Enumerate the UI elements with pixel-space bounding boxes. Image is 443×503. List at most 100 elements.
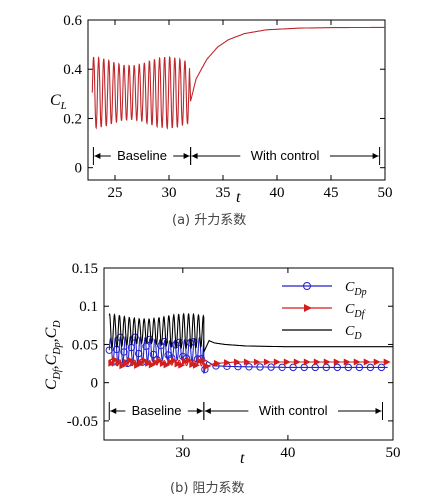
lift-y-axis-label: CL <box>50 92 67 112</box>
marker-CDf <box>383 358 391 366</box>
lift-caption: (a) 升力系数 <box>172 213 246 228</box>
legend-subscript: Dp <box>353 287 366 298</box>
y-tick-label: 0.6 <box>63 13 82 29</box>
marker-CDf <box>145 359 153 367</box>
marker-CDf <box>189 360 197 368</box>
marker-CDf <box>253 358 261 366</box>
x-tick-label: 25 <box>108 185 123 201</box>
marker-CDf <box>283 358 291 366</box>
y-tick-label: 0.15 <box>72 261 98 277</box>
legend-subscript: Df <box>353 309 365 320</box>
marker-CDf <box>115 359 123 367</box>
marker-CDp <box>149 350 158 359</box>
marker-CDf <box>243 358 251 366</box>
drag-y-ticks: -0.05 0 0.05 0.1 0.15 <box>67 261 393 430</box>
arrow-head-left <box>191 153 198 159</box>
marker-CDf <box>108 359 116 367</box>
marker-CDf <box>130 359 138 367</box>
lift-x-ticks: 25 30 35 40 45 50 <box>108 20 393 201</box>
marker-CDf <box>141 356 149 364</box>
y-tick-label: 0.05 <box>72 337 98 353</box>
x-tick-label: 40 <box>280 445 295 461</box>
legend-subscript: D <box>353 331 362 342</box>
marker-CDf <box>156 357 164 365</box>
legend-label-CD: CD <box>345 324 362 342</box>
marker-CDf <box>152 358 160 366</box>
marker-CDp <box>289 363 297 372</box>
arrow-head-left <box>204 408 211 414</box>
marker-CDf <box>134 361 142 369</box>
marker-CDf <box>293 358 301 366</box>
marker-CDf <box>137 358 145 366</box>
marker-CDf <box>192 361 200 369</box>
legend-label-CDp: CDp <box>345 280 367 298</box>
arrow-head-right <box>183 153 190 159</box>
y-tick-label: 0 <box>75 161 83 177</box>
annotation-label: Baseline <box>132 403 182 418</box>
arrow-head-right <box>375 408 382 414</box>
marker-CDp <box>366 363 375 372</box>
lift-x-axis-label: t <box>236 189 241 206</box>
marker-CDf <box>159 360 167 368</box>
arrow-head-right <box>196 408 203 414</box>
x-tick-label: 45 <box>324 185 339 201</box>
marker-CDp <box>256 363 264 371</box>
drag-y-axis-label: CDf,CDp,CD <box>43 320 63 390</box>
lift-chart: 0 0.2 0.4 0.6 25 30 35 40 45 50 Baseline With con… <box>50 13 393 228</box>
lift-annotations: Baseline With control <box>92 147 381 165</box>
lift-series <box>91 26 385 130</box>
marker-CDp <box>267 363 275 371</box>
annotation-label: With control <box>259 403 328 418</box>
marker-CDf <box>363 358 371 366</box>
marker-CDp <box>355 363 364 372</box>
marker-CDf <box>196 357 204 365</box>
marker-CDf <box>273 358 281 366</box>
y-tick-label: 0 <box>91 376 99 392</box>
marker-CDf <box>123 359 131 367</box>
drag-legend: CDp CDf CD <box>282 280 367 342</box>
lift-y-ticks: 0 0.2 0.4 0.6 <box>63 13 385 177</box>
marker-CDf <box>119 362 127 370</box>
marker-CDf <box>181 357 189 365</box>
marker-CDp <box>120 348 128 356</box>
marker-CDf <box>167 358 175 366</box>
drag-chart: -0.05 0 0.05 0.1 0.15 30 40 50 Baseline With co… <box>43 261 401 496</box>
marker-CDp <box>131 333 139 342</box>
marker-CDp <box>134 349 143 358</box>
series-line-CDp <box>108 335 388 374</box>
marker-CDf <box>223 359 231 367</box>
drag-x-axis-label: t <box>240 450 245 467</box>
x-tick-label: 30 <box>175 445 190 461</box>
lift-plot-frame <box>87 19 386 181</box>
lift-series-line <box>91 26 385 130</box>
drag-plot-frame <box>103 267 394 441</box>
marker-CDf <box>174 360 182 368</box>
legend-label-CDf: CDf <box>345 302 366 320</box>
x-tick-label: 35 <box>216 185 231 201</box>
drag-x-ticks: 30 40 50 <box>175 268 401 461</box>
annotation-label: With control <box>251 148 320 163</box>
marker-CDf <box>185 356 193 364</box>
marker-CDp <box>377 363 386 372</box>
y-tick-label: -0.05 <box>67 414 98 430</box>
y-tick-label: 0.1 <box>79 299 98 315</box>
marker-CDf <box>200 356 208 364</box>
marker-CDf <box>170 357 178 365</box>
marker-CDf <box>313 358 321 366</box>
drag-series <box>105 312 393 374</box>
y-tick-label: 0.4 <box>63 62 82 78</box>
marker-CDp <box>146 335 154 344</box>
marker-CDp <box>245 363 253 371</box>
marker-CDp <box>278 363 286 371</box>
marker-CDf <box>373 358 381 366</box>
arrow-head-left <box>110 408 117 414</box>
marker-CDf <box>233 358 241 366</box>
marker-CDf <box>163 361 171 369</box>
x-tick-label: 30 <box>162 185 177 201</box>
marker-CDf <box>213 359 221 367</box>
marker-CDp <box>333 363 342 372</box>
x-tick-label: 40 <box>270 185 285 201</box>
marker-CDf <box>303 358 311 366</box>
drag-annotations: Baseline With control <box>108 402 383 420</box>
drag-caption: (b) 阻力系数 <box>170 481 245 496</box>
